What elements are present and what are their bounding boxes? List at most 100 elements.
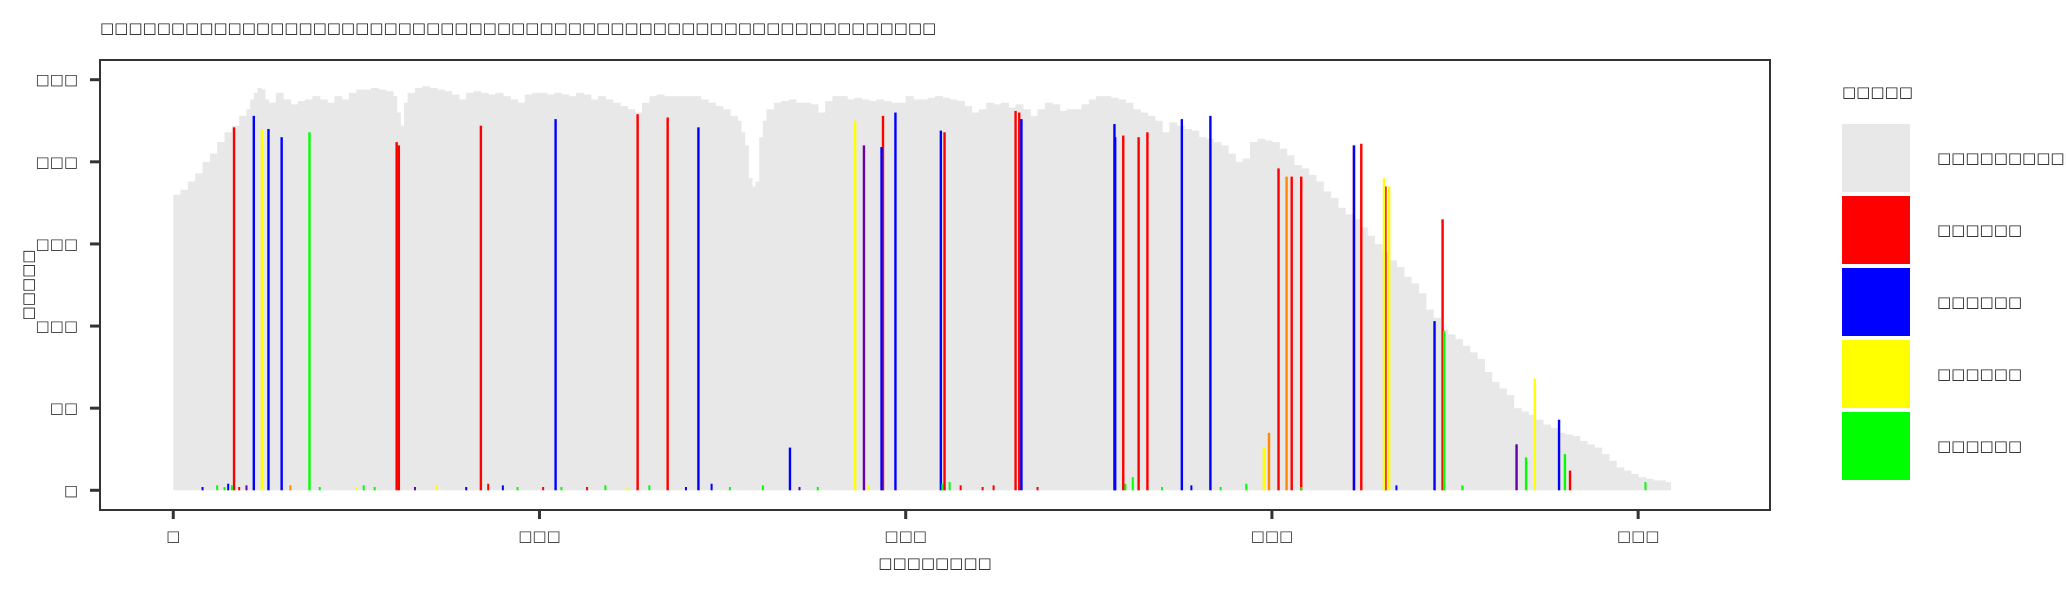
- bar-background: [1403, 276, 1412, 491]
- bar-background: [1542, 424, 1551, 491]
- bar-small: [761, 485, 764, 491]
- bar-highlight: [1352, 145, 1356, 491]
- bar-background: [517, 102, 526, 491]
- bar-small: [868, 485, 871, 491]
- bar-highlight: [1014, 110, 1017, 491]
- bar-background: [1140, 112, 1149, 491]
- bar-background: [707, 102, 716, 491]
- bar-background: [1249, 142, 1258, 491]
- bar-background: [246, 109, 251, 491]
- bar-background: [1022, 109, 1031, 491]
- bar-background: [832, 96, 841, 491]
- bar-background: [1198, 137, 1207, 491]
- bar-highlight: [1568, 470, 1572, 491]
- bar-background: [748, 178, 753, 491]
- bar-small: [941, 483, 944, 491]
- y-axis-title: □□□□□: [19, 250, 37, 321]
- legend-swatch: [1842, 412, 1910, 480]
- bar-highlight: [697, 127, 700, 491]
- bar-background: [1645, 478, 1654, 491]
- bar-background: [1000, 102, 1009, 491]
- bar-background: [422, 86, 431, 491]
- bar-background: [978, 109, 987, 491]
- bar-background: [971, 112, 980, 491]
- bar-background: [1132, 109, 1141, 491]
- bar-highlight: [1382, 178, 1386, 491]
- bar-background: [759, 137, 764, 491]
- bar-small: [684, 487, 687, 491]
- bar-highlight: [894, 112, 897, 491]
- legend-label: □□□□□□: [1937, 221, 2022, 239]
- bar-small: [728, 487, 731, 491]
- bar-small: [710, 483, 713, 491]
- bar-background: [349, 92, 357, 491]
- bar-background: [264, 99, 270, 491]
- legend-swatch: [1842, 340, 1910, 408]
- bar-small: [1300, 487, 1303, 491]
- bar-background: [568, 96, 577, 491]
- bar-small: [648, 485, 651, 491]
- bar-highlight: [1300, 176, 1303, 491]
- bar-background: [1037, 109, 1046, 491]
- bar-background: [1271, 142, 1280, 491]
- bar-highlight: [788, 447, 792, 491]
- bar-background: [1044, 102, 1053, 491]
- bar-background: [642, 102, 650, 491]
- bar-highlight: [939, 130, 943, 491]
- bar-background: [334, 96, 343, 491]
- legend-swatch: [1842, 268, 1910, 336]
- bar-background: [1601, 454, 1610, 491]
- bar-small: [289, 485, 292, 491]
- bar-background: [905, 96, 914, 491]
- bar-background: [1411, 283, 1420, 491]
- bar-background: [927, 97, 936, 491]
- bar-background: [839, 96, 848, 491]
- bar-small: [501, 485, 504, 491]
- bar-background: [253, 92, 259, 491]
- bar-background: [795, 102, 804, 491]
- bar-background: [532, 92, 541, 491]
- bar-highlight: [1209, 115, 1212, 491]
- bar-background: [363, 89, 372, 491]
- bar-small: [626, 487, 629, 491]
- bar-small: [245, 485, 248, 491]
- bar-background: [1264, 140, 1273, 491]
- bar-background: [1191, 130, 1200, 491]
- bar-background: [1374, 243, 1383, 491]
- bar-background: [1169, 122, 1178, 491]
- bar-small: [1245, 483, 1248, 491]
- bar-background: [762, 120, 768, 491]
- bar-highlight: [1384, 186, 1387, 491]
- bar-background: [1506, 395, 1515, 491]
- bar-small: [1461, 485, 1464, 491]
- bar-background: [817, 112, 826, 491]
- bar-background: [451, 94, 460, 491]
- bar-background: [356, 89, 365, 491]
- x-tick-label: □□□: [1617, 527, 1660, 545]
- bar-background: [993, 104, 1002, 491]
- bar-background: [1293, 165, 1302, 491]
- bar-highlight: [862, 145, 866, 491]
- bar-background: [1652, 480, 1661, 491]
- bar-highlight: [260, 128, 264, 491]
- bar-highlight: [1277, 168, 1280, 491]
- x-tick-label: □□□: [1251, 527, 1294, 545]
- bar-background: [1315, 181, 1324, 491]
- bar-background: [414, 87, 423, 491]
- bar-background: [261, 89, 266, 491]
- bar-background: [598, 96, 606, 491]
- bar-background: [1052, 104, 1061, 491]
- bar-background: [1660, 480, 1666, 491]
- bar-background: [458, 99, 467, 491]
- bar-highlight: [395, 142, 398, 491]
- bar-background: [847, 99, 856, 491]
- bar-background: [202, 161, 211, 491]
- bar-highlight: [1018, 112, 1021, 491]
- bar-background: [239, 115, 248, 491]
- bar-background: [1154, 120, 1163, 491]
- bar-background: [803, 102, 812, 491]
- bar-highlight: [1146, 132, 1149, 491]
- bar-background: [1469, 352, 1478, 491]
- y-tick-label: □□□: [35, 71, 78, 89]
